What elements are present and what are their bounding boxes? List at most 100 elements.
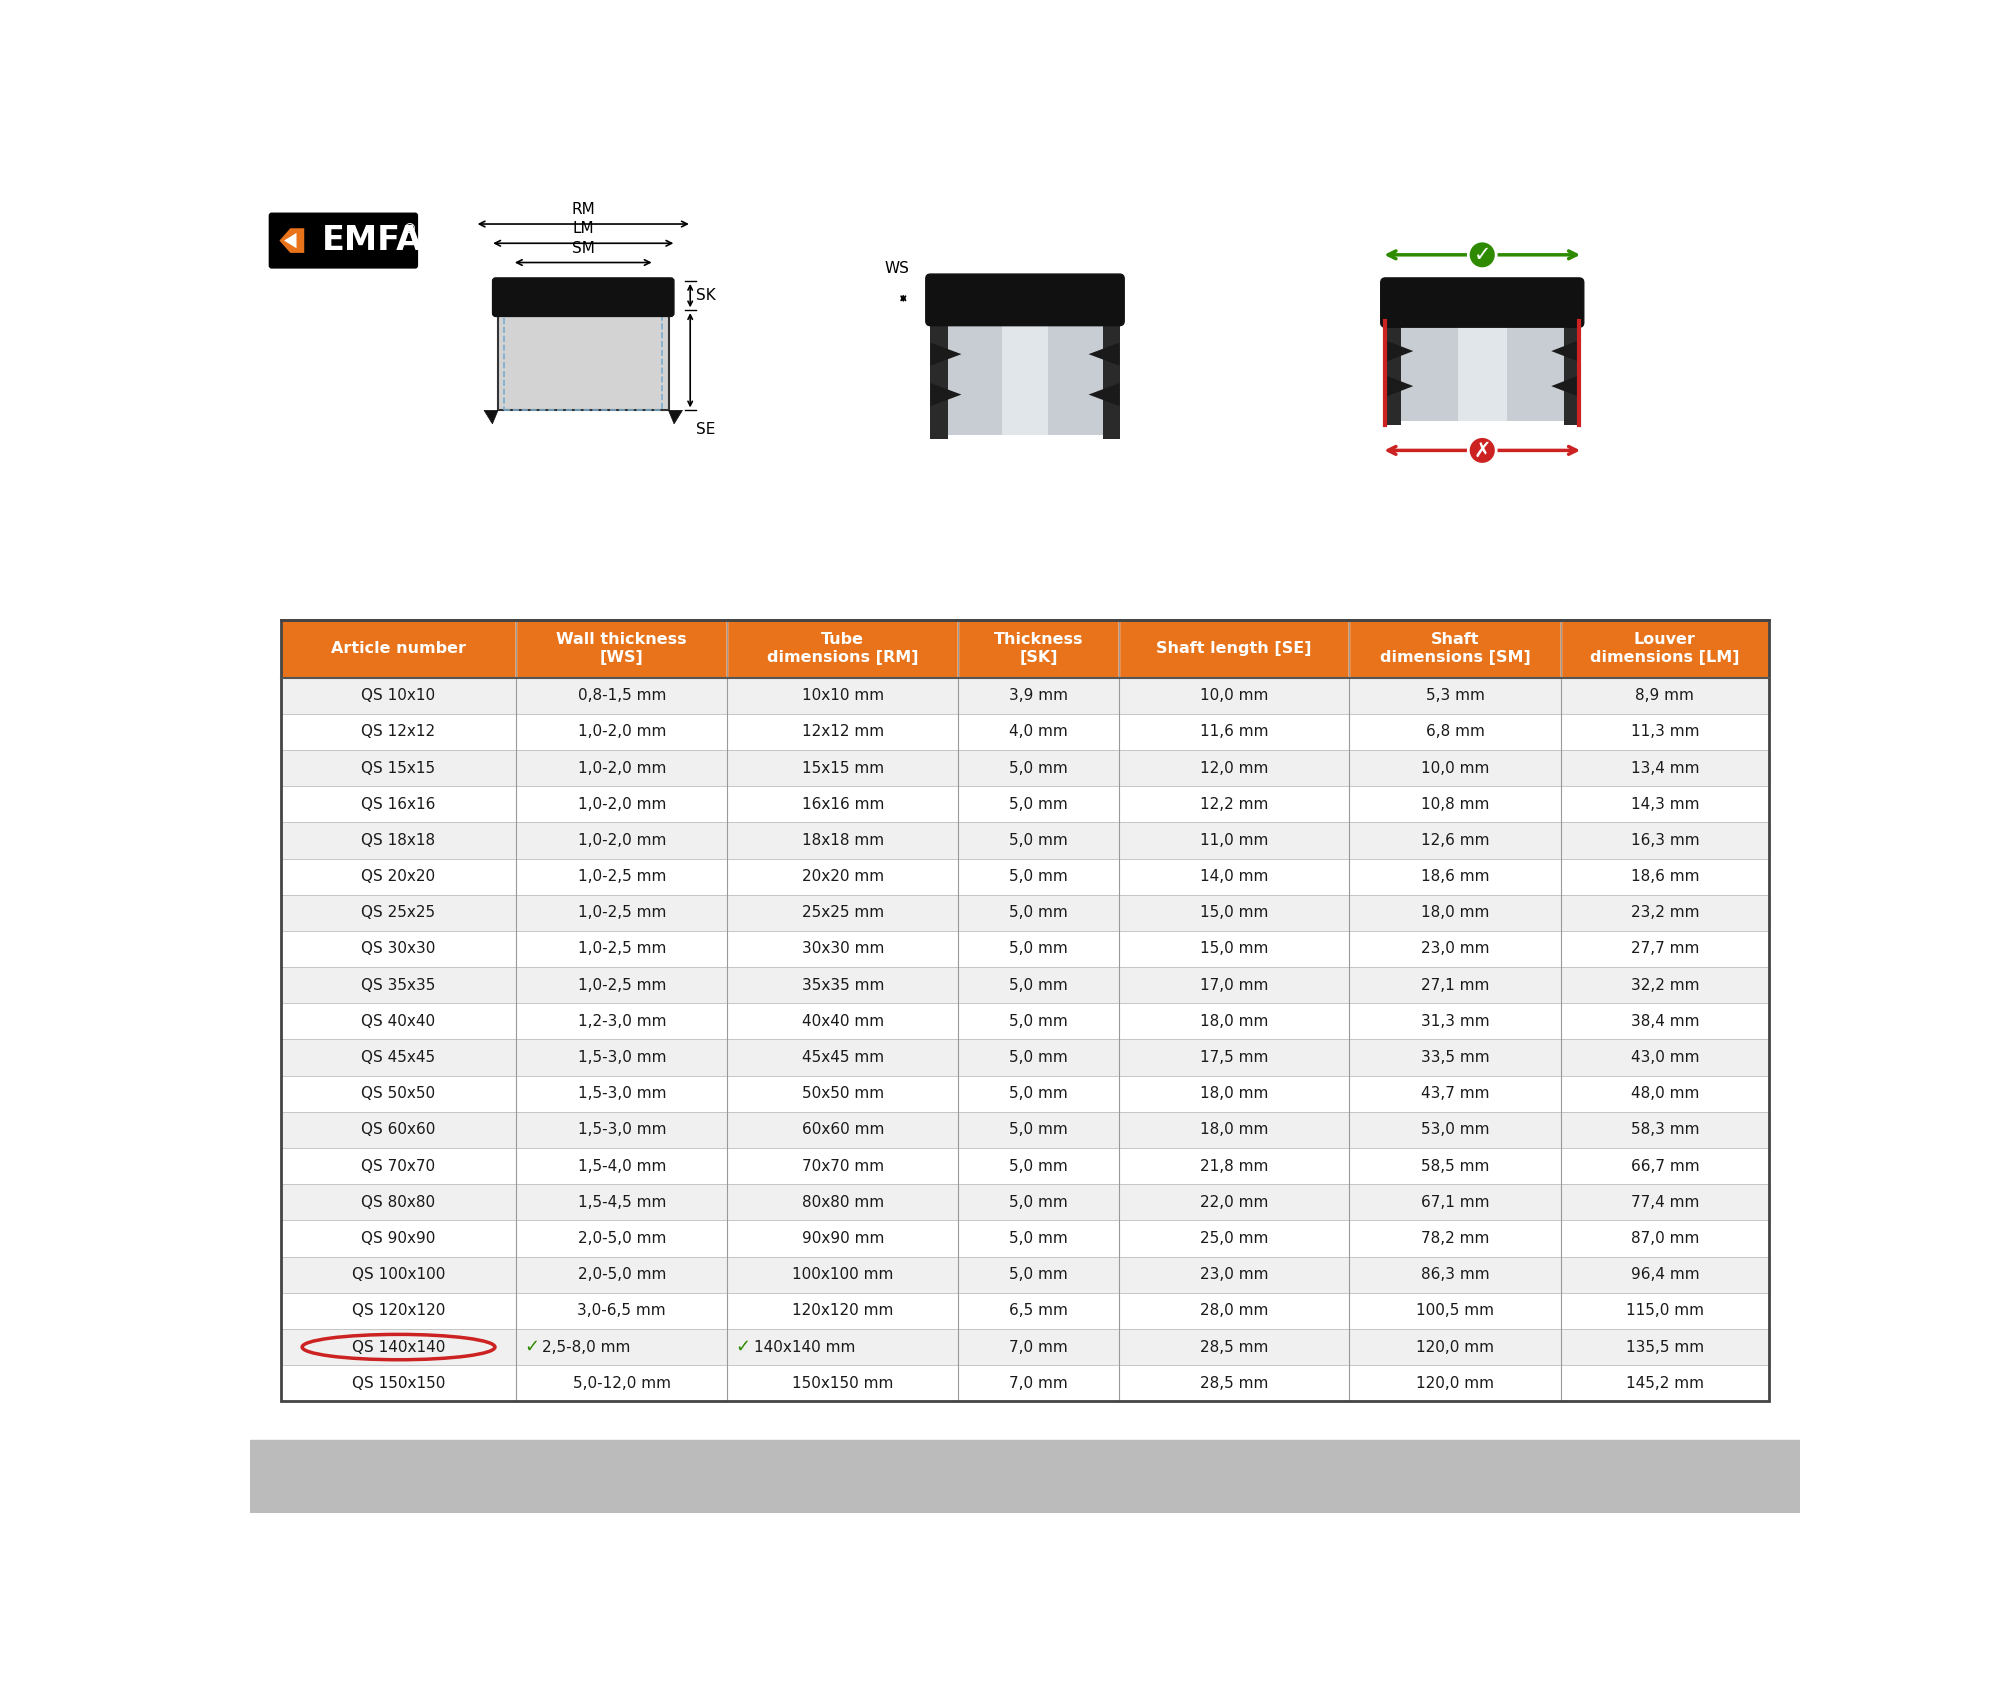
Bar — [280, 932, 516, 967]
Bar — [1118, 1256, 1350, 1292]
Text: 10,0 mm: 10,0 mm — [1200, 688, 1268, 704]
Text: 33,5 mm: 33,5 mm — [1420, 1051, 1490, 1064]
Bar — [1560, 1256, 1768, 1292]
Text: 1,0-2,0 mm: 1,0-2,0 mm — [578, 760, 666, 775]
Bar — [250, 1440, 1800, 1513]
Polygon shape — [1088, 382, 1120, 406]
Bar — [1350, 932, 1560, 967]
Bar — [958, 1329, 1118, 1365]
Bar — [1118, 1003, 1350, 1039]
Bar — [1350, 1256, 1560, 1292]
Bar — [516, 932, 728, 967]
Text: 14,0 mm: 14,0 mm — [1200, 869, 1268, 884]
Bar — [516, 1003, 728, 1039]
Text: 43,0 mm: 43,0 mm — [1630, 1051, 1700, 1064]
Bar — [728, 1221, 958, 1256]
Bar — [280, 1221, 516, 1256]
Text: Thickness
[SK]: Thickness [SK] — [994, 632, 1084, 665]
Text: 31,3 mm: 31,3 mm — [1420, 1013, 1490, 1028]
Bar — [930, 320, 948, 439]
Polygon shape — [930, 382, 962, 406]
Bar — [728, 678, 958, 714]
Text: 18,0 mm: 18,0 mm — [1200, 1122, 1268, 1137]
Bar — [958, 620, 1118, 678]
Text: SE: SE — [696, 422, 716, 437]
Bar — [728, 858, 958, 894]
Text: 86,3 mm: 86,3 mm — [1420, 1266, 1490, 1282]
Text: 11,3 mm: 11,3 mm — [1630, 724, 1700, 740]
Bar — [516, 678, 728, 714]
Text: 77,4 mm: 77,4 mm — [1630, 1195, 1700, 1210]
Bar — [1400, 321, 1564, 422]
Text: Shaft
dimensions [SM]: Shaft dimensions [SM] — [1380, 632, 1530, 665]
Bar — [958, 1221, 1118, 1256]
Text: 120x120 mm: 120x120 mm — [792, 1304, 894, 1319]
Bar — [1118, 714, 1350, 750]
Polygon shape — [1386, 376, 1414, 396]
Text: 23,2 mm: 23,2 mm — [1630, 906, 1700, 920]
Bar — [728, 1292, 958, 1329]
Bar — [728, 1003, 958, 1039]
Bar — [1118, 678, 1350, 714]
Text: QS 150x150: QS 150x150 — [352, 1375, 446, 1391]
Bar — [280, 1039, 516, 1076]
Text: 5,0 mm: 5,0 mm — [1010, 1086, 1068, 1102]
Text: 5,3 mm: 5,3 mm — [1426, 688, 1484, 704]
Text: 5,0 mm: 5,0 mm — [1010, 942, 1068, 957]
Text: 1,0-2,5 mm: 1,0-2,5 mm — [578, 977, 666, 993]
Bar — [280, 1292, 516, 1329]
Bar — [516, 858, 728, 894]
Bar — [958, 1365, 1118, 1401]
Circle shape — [1468, 241, 1496, 269]
Polygon shape — [1552, 376, 1580, 396]
Bar — [958, 1256, 1118, 1292]
Bar — [516, 1365, 728, 1401]
Bar — [728, 1148, 958, 1185]
Text: 35x35 mm: 35x35 mm — [802, 977, 884, 993]
Text: 10,0 mm: 10,0 mm — [1420, 760, 1490, 775]
Text: 6,5 mm: 6,5 mm — [1008, 1304, 1068, 1319]
Bar — [516, 750, 728, 785]
Polygon shape — [484, 410, 498, 423]
Text: 2,0-5,0 mm: 2,0-5,0 mm — [578, 1266, 666, 1282]
Text: QS 100x100: QS 100x100 — [352, 1266, 446, 1282]
Bar — [728, 1112, 958, 1148]
Text: 90x90 mm: 90x90 mm — [802, 1231, 884, 1246]
Text: EMFA: EMFA — [322, 224, 424, 257]
FancyBboxPatch shape — [1380, 277, 1584, 326]
Bar — [1560, 967, 1768, 1003]
Bar — [1118, 1112, 1350, 1148]
Bar — [516, 1148, 728, 1185]
Text: 145,2 mm: 145,2 mm — [1626, 1375, 1704, 1391]
Bar — [1350, 1185, 1560, 1221]
Bar — [1564, 321, 1580, 425]
Text: QS 25x25: QS 25x25 — [362, 906, 436, 920]
Text: 27,7 mm: 27,7 mm — [1630, 942, 1700, 957]
Text: 12x12 mm: 12x12 mm — [802, 724, 884, 740]
Text: QS 50x50: QS 50x50 — [362, 1086, 436, 1102]
Text: 30x30 mm: 30x30 mm — [802, 942, 884, 957]
FancyBboxPatch shape — [492, 277, 674, 316]
Text: 7,0 mm: 7,0 mm — [1010, 1340, 1068, 1355]
Bar — [958, 858, 1118, 894]
Text: 5,0 mm: 5,0 mm — [1010, 869, 1068, 884]
Text: 40x40 mm: 40x40 mm — [802, 1013, 884, 1028]
Bar — [1350, 1076, 1560, 1112]
Text: Wall thickness
[WS]: Wall thickness [WS] — [556, 632, 688, 665]
Text: 18,0 mm: 18,0 mm — [1200, 1013, 1268, 1028]
Bar — [1560, 1076, 1768, 1112]
Text: 1,0-2,5 mm: 1,0-2,5 mm — [578, 906, 666, 920]
Text: 96,4 mm: 96,4 mm — [1630, 1266, 1700, 1282]
Text: 18,0 mm: 18,0 mm — [1420, 906, 1490, 920]
Text: 1,0-2,5 mm: 1,0-2,5 mm — [578, 869, 666, 884]
Bar — [516, 785, 728, 823]
Bar — [1560, 1112, 1768, 1148]
Text: 45x45 mm: 45x45 mm — [802, 1051, 884, 1064]
Bar — [1560, 894, 1768, 932]
Bar — [1350, 1365, 1560, 1401]
Text: 80x80 mm: 80x80 mm — [802, 1195, 884, 1210]
Text: QS 30x30: QS 30x30 — [362, 942, 436, 957]
Text: 135,5 mm: 135,5 mm — [1626, 1340, 1704, 1355]
Text: 12,6 mm: 12,6 mm — [1420, 833, 1490, 848]
Text: QS 16x16: QS 16x16 — [362, 797, 436, 811]
